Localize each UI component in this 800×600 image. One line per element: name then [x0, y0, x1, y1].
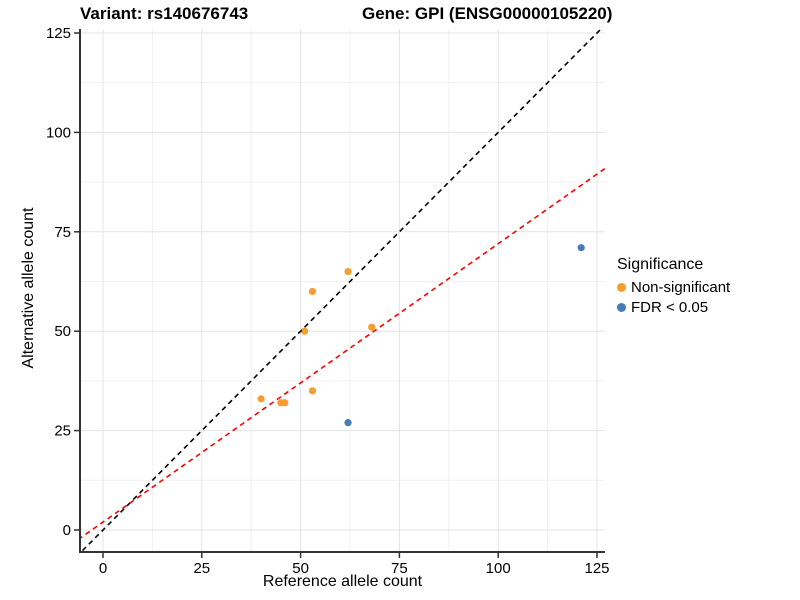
data-point-fdr-0-05 — [344, 419, 352, 427]
x-tick-label: 100 — [486, 560, 511, 577]
x-tick-label: 25 — [193, 560, 210, 577]
data-point-non-significant — [308, 387, 317, 395]
legend-item-label: Non-significant — [631, 278, 731, 296]
legend-item-label: FDR < 0.05 — [631, 298, 709, 316]
x-axis-title: Reference allele count — [262, 573, 423, 590]
y-tick-label: 125 — [46, 25, 71, 42]
y-tick-label: 0 — [63, 522, 71, 539]
plot-title-gene: Gene: GPI (ENSG00000105220) — [362, 4, 613, 23]
regression-line — [80, 167, 605, 540]
legend-title: Significance — [617, 256, 704, 273]
legend-item: Non-significant — [617, 277, 730, 297]
y-axis-title: Alternative allele count — [20, 207, 37, 369]
x-tick-label: 125 — [584, 560, 609, 577]
y-tick-label: 100 — [46, 124, 71, 141]
x-tick-label: 0 — [99, 560, 107, 577]
legend: Significance Non-significant FDR < 0.05 — [617, 256, 730, 317]
x-tick-label: 50 — [292, 560, 309, 577]
data-point-non-significant — [308, 287, 317, 296]
plot-title-variant: Variant: rs140676743 — [80, 4, 249, 23]
data-point-fdr-0-05 — [577, 244, 585, 252]
legend-key-dot — [617, 282, 626, 292]
y-tick-label: 75 — [54, 224, 71, 241]
legend-item: FDR < 0.05 — [617, 297, 730, 317]
x-tick-label: 75 — [391, 560, 408, 577]
y-tick-label: 50 — [54, 323, 71, 340]
data-point-non-significant — [257, 395, 265, 403]
y-tick-label: 25 — [54, 423, 71, 440]
legend-items: Non-significant FDR < 0.05 — [617, 277, 730, 317]
legend-key-dot — [617, 302, 626, 312]
data-point-non-significant — [300, 327, 309, 335]
data-point-non-significant — [344, 267, 352, 276]
data-point-non-significant — [281, 399, 289, 407]
data-point-non-significant — [368, 323, 376, 331]
